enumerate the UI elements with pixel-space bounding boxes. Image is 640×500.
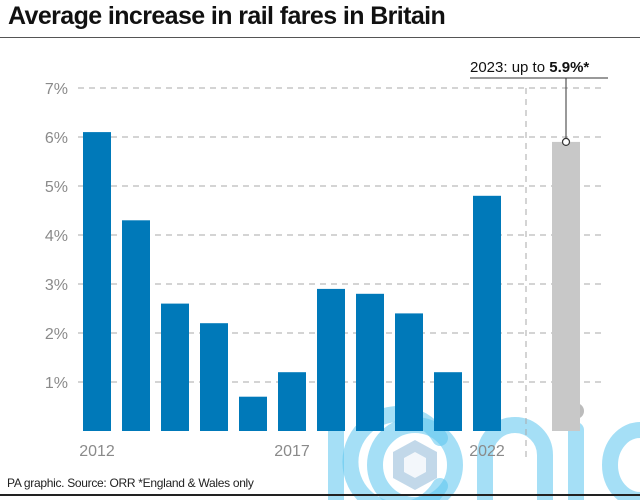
bar-2012 [83,132,111,431]
bottom-divider [0,494,640,496]
bar-2015 [200,323,228,431]
annotation-value: 5.9%* [549,59,589,76]
y-tick-label: 7% [45,81,68,98]
bar-2022 [473,195,501,431]
chart-title: Average increase in rail fares in Britai… [8,2,446,30]
bar-2018 [317,288,345,431]
y-tick-label: 2% [45,326,68,343]
bar-2020 [395,313,423,431]
y-tick-label: 1% [45,375,68,392]
x-tick-label: 2022 [469,443,505,460]
bar-2021 [434,372,462,431]
bar-2014 [161,303,189,431]
y-tick-label: 3% [45,277,68,294]
bar-2017 [278,372,306,431]
annotation-prefix: 2023: up to [470,59,549,76]
x-tick-label: 2012 [79,443,115,460]
annotation-label: 2023: up to 5.9%* [470,59,589,76]
annotation-marker [561,137,571,146]
y-tick-label: 5% [45,179,68,196]
title-divider [0,37,640,38]
x-tick-label: 2017 [274,443,310,460]
y-tick-label: 6% [45,130,68,147]
bar-projected-2023 [552,141,580,431]
y-tick-label: 4% [45,228,68,245]
bar-2019 [356,293,384,431]
bar-2016 [239,396,267,431]
source-note: PA graphic. Source: ORR *England & Wales… [7,476,254,490]
bar-2013 [122,220,150,431]
